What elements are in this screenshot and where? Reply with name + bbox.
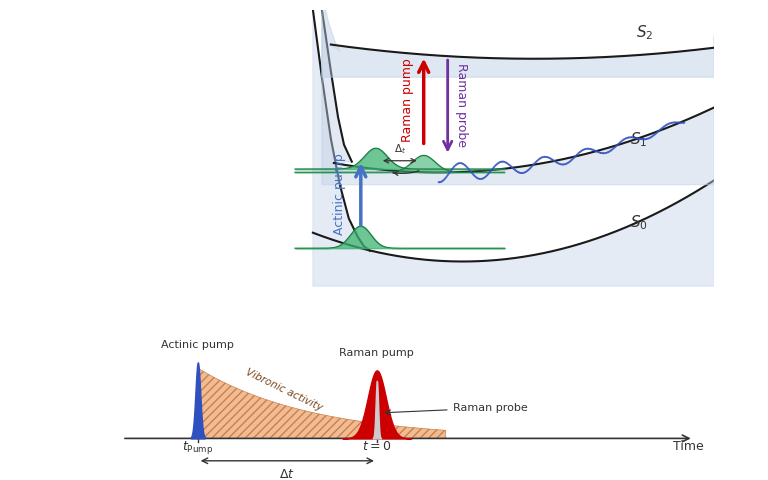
Text: Raman probe: Raman probe: [455, 63, 468, 147]
Text: $S_1$: $S_1$: [631, 131, 647, 149]
Text: $t_{\rm Pump}$: $t_{\rm Pump}$: [182, 439, 214, 456]
Text: Time: Time: [673, 440, 703, 453]
Text: Actinic pump: Actinic pump: [161, 340, 234, 350]
Text: Raman pump: Raman pump: [339, 348, 414, 359]
Text: Raman pump: Raman pump: [401, 59, 414, 142]
Text: $\Delta_t$: $\Delta_t$: [394, 143, 406, 156]
Text: $S_0$: $S_0$: [631, 214, 648, 232]
Polygon shape: [198, 368, 445, 438]
Text: Vibronic activity: Vibronic activity: [244, 368, 324, 413]
Text: Actinic pump: Actinic pump: [333, 153, 346, 235]
Text: $t = 0$: $t = 0$: [362, 440, 392, 453]
Text: $\Delta t$: $\Delta t$: [280, 468, 295, 480]
Text: Raman probe: Raman probe: [386, 403, 528, 415]
Polygon shape: [322, 10, 714, 185]
Polygon shape: [322, 0, 714, 77]
Polygon shape: [313, 10, 714, 286]
Text: $S_2$: $S_2$: [637, 23, 654, 42]
